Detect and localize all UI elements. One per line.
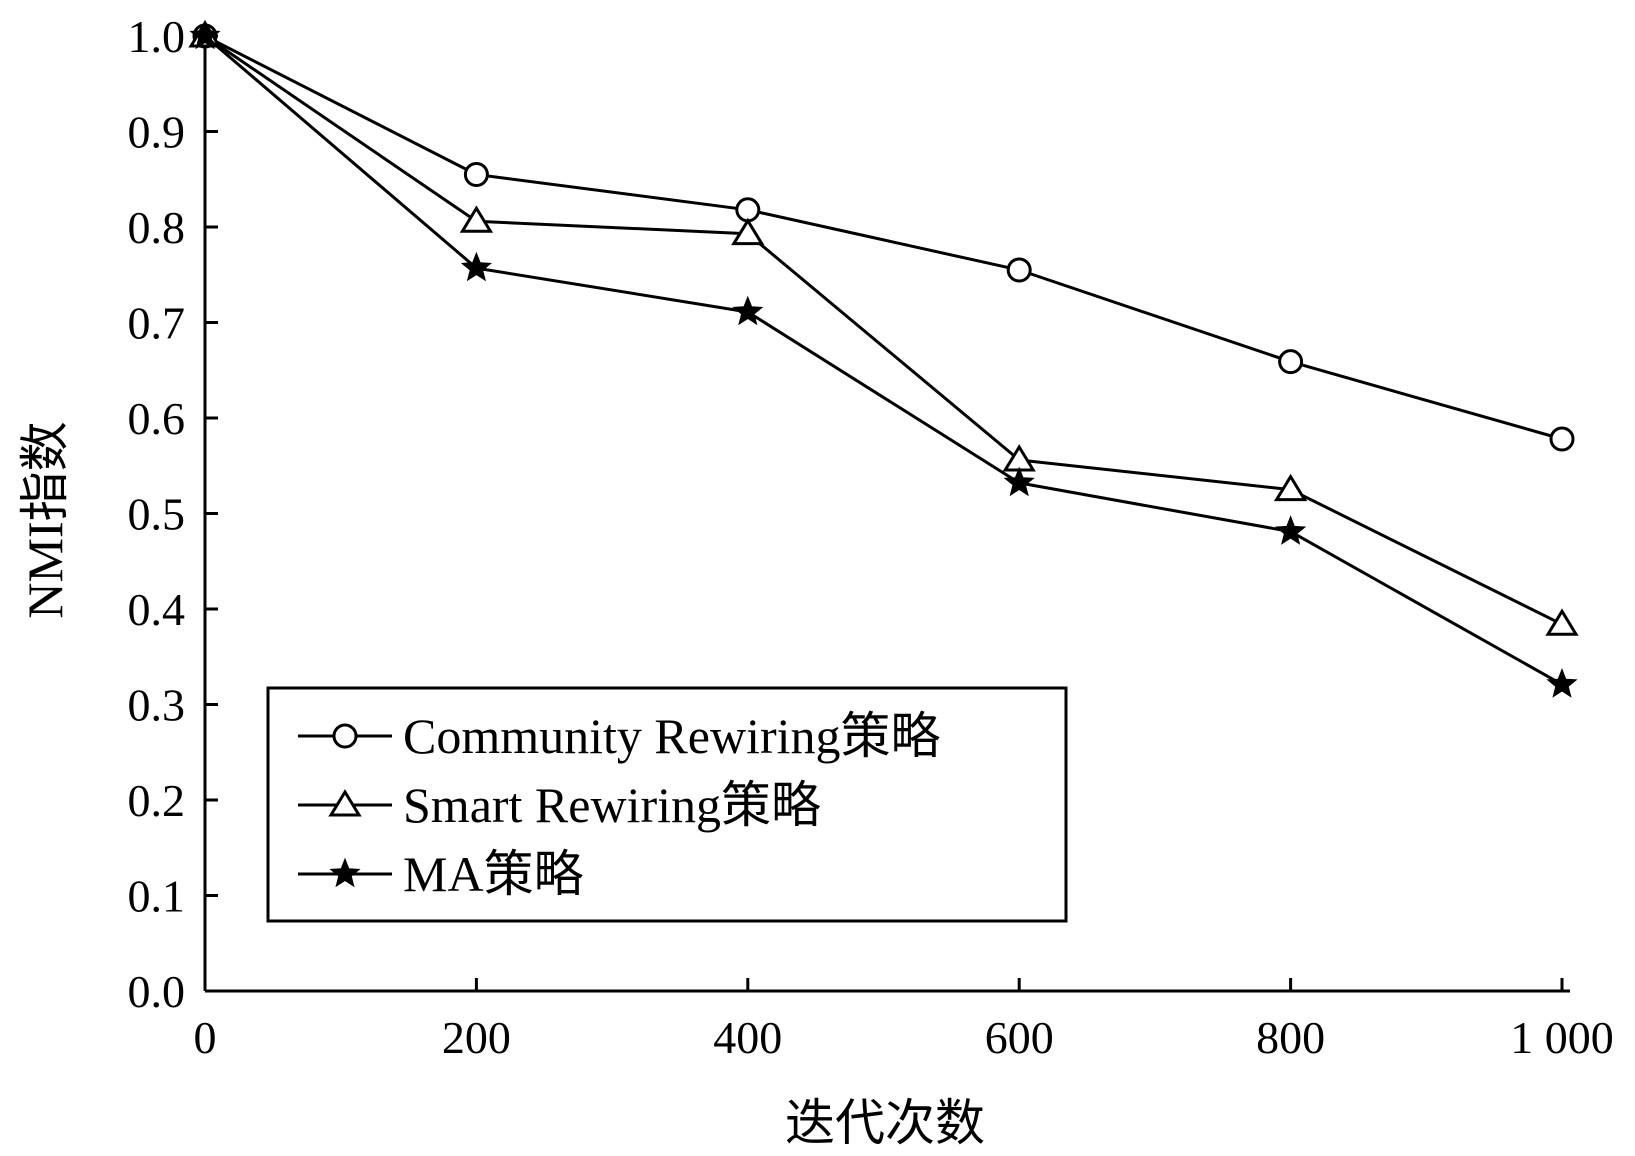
legend-label: Smart Rewiring策略 — [403, 777, 821, 833]
data-point-star — [1274, 515, 1307, 545]
x-tick-label: 400 — [713, 1012, 782, 1063]
data-point-star — [1546, 668, 1578, 698]
data-point-star — [1003, 466, 1035, 497]
y-tick-label: 1.0 — [128, 11, 186, 62]
series-star — [189, 19, 1578, 698]
data-point-triangle — [1545, 608, 1579, 636]
series-circle — [192, 23, 1575, 452]
y-tick-label: 0.4 — [128, 584, 186, 635]
y-tick-label: 0.0 — [128, 966, 186, 1017]
x-tick-label: 600 — [985, 1012, 1054, 1063]
y-tick-label: 0.2 — [128, 775, 186, 826]
legend: Community Rewiring策略 Smart Rewiring策略 MA策略 — [266, 686, 1068, 923]
y-tick-label: 0.3 — [128, 680, 186, 731]
axes: 0.0 0.1 0.2 0.3 0.4 0.5 0.6 0.7 0.8 0.9 1.0 0 200 400… — [128, 11, 1614, 1063]
y-tick-label: 0.5 — [128, 489, 186, 540]
data-point-triangle — [459, 205, 494, 233]
y-tick-label: 0.9 — [128, 107, 186, 158]
x-tick-label: 200 — [442, 1012, 511, 1063]
legend-marker-circle — [332, 723, 358, 749]
x-tick-label: 1 000 — [1510, 1012, 1614, 1063]
data-point-triangle — [1273, 473, 1308, 502]
series-line-star — [204, 34, 1563, 686]
y-tick-label: 0.6 — [128, 393, 186, 444]
legend-label: MA策略 — [403, 846, 584, 902]
data-point-circle — [1549, 426, 1575, 452]
data-point-circle — [1278, 349, 1304, 375]
data-point-star — [460, 251, 493, 282]
x-tick-label: 0 — [194, 1012, 217, 1063]
y-tick-label: 0.7 — [128, 298, 186, 349]
x-axis-title: 迭代次数 — [785, 1095, 985, 1151]
legend-marker-triangle — [328, 789, 362, 817]
legend-label: Community Rewiring策略 — [403, 708, 941, 764]
y-axis-title: NMI指数 — [17, 421, 73, 618]
y-tick-label: 0.1 — [128, 871, 186, 922]
series-line-circle — [204, 34, 1563, 441]
legend-marker-star — [329, 857, 361, 888]
series-layer — [188, 19, 1579, 698]
series-line-triangle — [204, 34, 1563, 626]
data-point-triangle — [731, 217, 765, 246]
data-point-circle — [463, 161, 489, 187]
x-tick-label: 800 — [1256, 1012, 1325, 1063]
data-point-circle — [1006, 257, 1032, 283]
y-tick-label: 0.8 — [128, 202, 186, 253]
data-point-circle — [735, 197, 761, 223]
data-point-star — [732, 295, 764, 326]
legend-box — [266, 686, 1068, 923]
series-triangle — [188, 20, 1579, 636]
data-point-star — [189, 19, 221, 50]
